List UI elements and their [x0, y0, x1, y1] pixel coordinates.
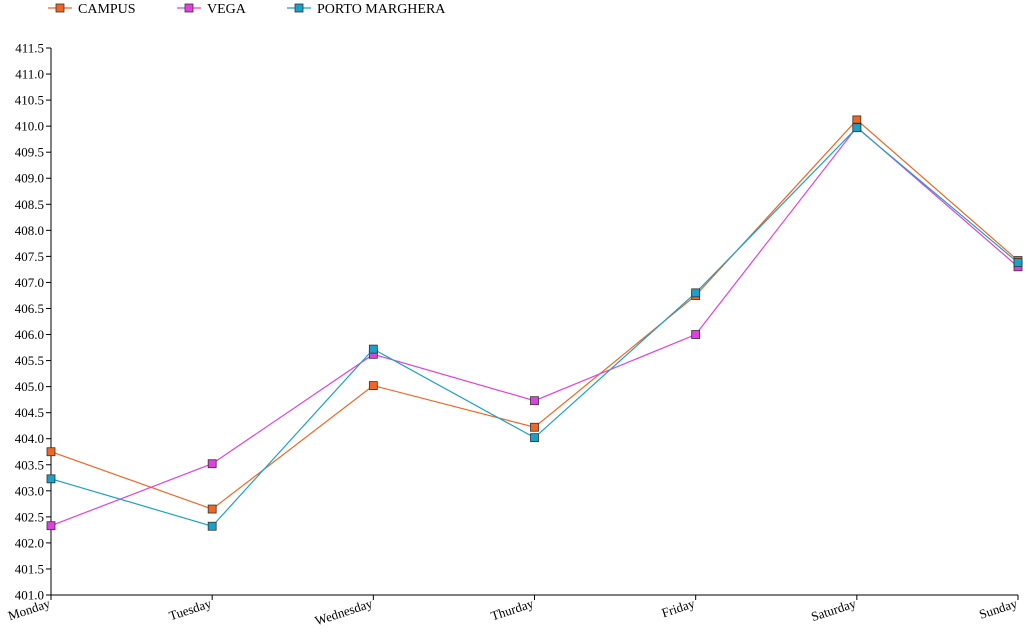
x-tick-label: Tuesday [167, 595, 214, 623]
y-tick-label: 402.5 [15, 509, 44, 524]
y-tick-label: 408.0 [15, 223, 44, 238]
data-point-marker [1013, 258, 1023, 268]
data-point-marker [368, 381, 378, 390]
y-tick-label: 403.0 [15, 483, 44, 498]
y-tick-label: 403.5 [15, 457, 44, 472]
legend-label: CAMPUS [78, 2, 136, 17]
data-point-marker [530, 422, 539, 432]
y-tick-label: 401.0 [15, 588, 44, 603]
data-point-marker [852, 123, 862, 133]
x-tick-label: Sunday [977, 595, 1019, 621]
legend-item: CAMPUS [48, 2, 136, 17]
data-point-marker [691, 288, 701, 298]
series-vega [46, 122, 1023, 531]
legend-marker-swatch [55, 3, 65, 13]
series-line [50, 126, 1019, 527]
y-axis-ticks: 401.0 401.5 402.0 402.5 403.0 403.5 404.0 404.5… [15, 41, 51, 603]
y-tick-label: 401.5 [15, 561, 44, 576]
data-point-marker [852, 115, 862, 125]
y-tick-label: 404.5 [15, 405, 44, 420]
data-point-marker [46, 474, 56, 484]
data-point-marker [207, 459, 217, 469]
series-line [50, 119, 1019, 510]
data-point-marker [368, 344, 378, 354]
legend-item: PORTO MARGHERA [287, 2, 446, 17]
y-tick-label: 405.0 [15, 379, 44, 394]
y-tick-label: 411.5 [15, 41, 44, 56]
data-point-marker [530, 396, 539, 406]
legend-label: PORTO MARGHERA [317, 2, 446, 17]
y-tick-label: 409.0 [15, 171, 44, 186]
series-layer [46, 115, 1023, 531]
y-tick-label: 407.5 [15, 249, 44, 264]
x-tick-label: Thurday [489, 595, 536, 623]
x-axis-ticks: Monday Tuesday Wednesday Thurday Friday Satur… [6, 595, 1019, 628]
series-porto-marghera [46, 123, 1023, 531]
series-line [50, 126, 1019, 527]
y-tick-label: 410.5 [15, 93, 44, 108]
series-campus [46, 115, 1023, 514]
y-tick-label: 411.0 [15, 67, 44, 82]
y-tick-label: 405.5 [15, 353, 44, 368]
data-point-marker [207, 504, 217, 514]
y-tick-label: 404.0 [15, 431, 44, 446]
legend-marker-swatch [294, 3, 304, 13]
y-tick-label: 409.5 [15, 145, 44, 160]
legend-marker-swatch [184, 3, 194, 13]
x-tick-label: Friday [660, 595, 697, 620]
data-point-marker [46, 447, 56, 457]
y-tick-label: 406.5 [15, 301, 44, 316]
data-point-marker [46, 521, 56, 531]
data-point-marker [207, 521, 217, 531]
legend: CAMPUS VEGA PORTO MARGHERA [48, 2, 446, 17]
data-point-marker [530, 433, 539, 443]
x-tick-label: Saturday [809, 595, 858, 624]
data-point-marker [691, 330, 701, 339]
y-tick-label: 402.0 [15, 535, 44, 550]
legend-label: VEGA [207, 2, 247, 17]
y-tick-label: 406.0 [15, 327, 44, 342]
x-tick-label: Wednesday [313, 595, 375, 628]
y-tick-label: 410.0 [15, 119, 44, 134]
y-tick-label: 408.5 [15, 197, 44, 212]
legend-item: VEGA [177, 2, 247, 17]
y-tick-label: 407.0 [15, 275, 44, 290]
